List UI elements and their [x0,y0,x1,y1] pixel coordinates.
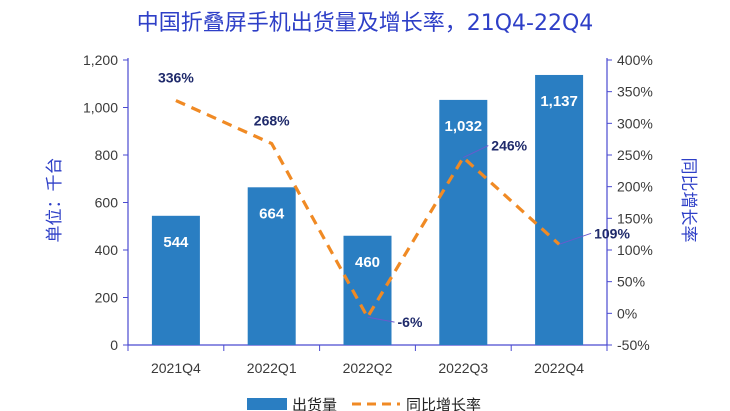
x-tick-label: 2022Q4 [534,360,584,376]
leader-lines [367,145,592,323]
left-tick-label: 0 [110,337,118,353]
leader-line [367,316,395,323]
growth-value-label: 336% [158,70,194,86]
right-tick-label: 200% [617,179,653,195]
right-tick-label: -50% [617,337,650,353]
bars: 544 664 460 1,032 1,137 [151,74,584,346]
growth-value-label: 268% [254,113,290,129]
legend-bar-swatch [247,398,287,410]
right-tick-label: 100% [617,242,653,258]
legend-bar-label: 出货量 [292,396,337,411]
right-axis-title: 同比增长率 [678,158,698,243]
chart-title: 中国折叠屏手机出货量及增长率，21Q4-22Q4 [137,11,594,36]
bar [439,99,488,346]
leader-line [463,145,489,158]
left-tick-label: 800 [95,147,119,163]
x-ticks: 2021Q4 2022Q1 2022Q2 2022Q3 2022Q4 [127,345,608,376]
bar-value-label: 1,032 [445,118,483,135]
x-tick-label: 2022Q1 [247,360,297,376]
left-tick-label: 1,200 [83,52,118,68]
x-tick-label: 2022Q2 [343,360,393,376]
growth-labels: 336% 268% -6% 246% 109% [158,70,630,331]
x-tick-label: 2022Q3 [438,360,488,376]
bar-value-label: 1,137 [540,93,578,110]
growth-value-label: 109% [594,225,630,241]
leader-line [558,232,592,245]
growth-value-label: -6% [398,314,423,330]
right-tick-label: 150% [617,210,653,226]
right-tick-label: 350% [617,84,653,100]
right-tick-label: 400% [617,52,653,68]
left-tick-label: 600 [95,195,119,211]
left-tick-label: 400 [95,242,119,258]
left-tick-label: 1,000 [83,100,118,116]
growth-line [175,99,561,319]
bar [535,74,584,346]
right-tick-label: 300% [617,115,653,131]
legend-line-label: 同比增长率 [406,396,481,411]
left-axis-title: 单位：千台 [45,158,65,243]
bar [247,187,296,345]
right-tick-label: 50% [617,274,645,290]
x-tick-label: 2021Q4 [151,360,201,376]
right-tick-label: 250% [617,147,653,163]
right-tick-label: 0% [617,305,637,321]
left-tick-label: 200 [95,290,119,306]
growth-line-layer [175,99,561,319]
bar-value-label: 460 [355,254,380,271]
bar [151,215,200,345]
growth-value-label: 246% [491,138,527,154]
bar-value-label: 664 [259,205,285,222]
bar [343,235,392,345]
right-ticks: -50% 0% 50% 100% 150% 200% 250% 300% 350% 400% [607,52,653,353]
left-ticks: 0 200 400 600 800 1,000 1,200 [83,52,128,353]
bar-value-label: 544 [163,234,189,251]
legend: 出货量 同比增长率 [247,396,481,411]
